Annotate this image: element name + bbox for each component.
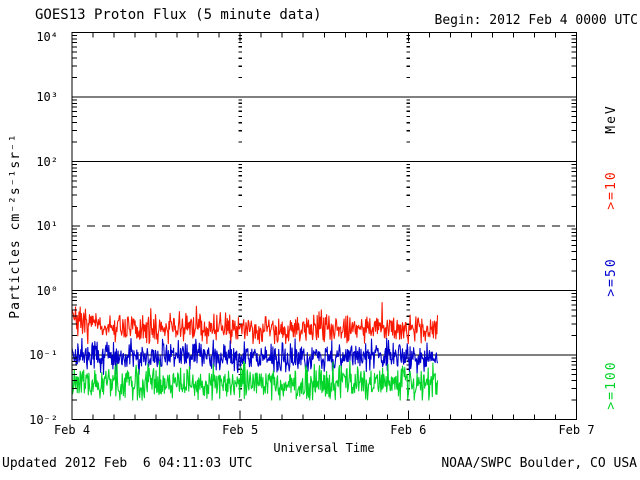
flux-series-ge50 — [71, 337, 439, 375]
begin-time-label: Begin: 2012 Feb 4 0000 UTC — [434, 13, 639, 28]
flux-series-ge100 — [71, 360, 439, 401]
flux-series-ge10 — [71, 302, 439, 345]
legend-label-ge50: >=50 — [604, 257, 619, 297]
axis-layer — [71, 32, 577, 420]
legend-label-ge10: >=10 — [604, 170, 619, 210]
y-tick-label: 10² — [36, 154, 58, 169]
x-axis-title: Universal Time — [273, 441, 375, 455]
y-tick-label: 10⁻¹ — [29, 348, 58, 362]
y-tick-label: 10⁴ — [36, 29, 58, 44]
x-tick-label: Feb 5 — [222, 423, 259, 437]
x-tick-label: Feb 6 — [390, 423, 427, 437]
y-tick-label: 10¹ — [36, 219, 58, 233]
x-tick-label: Feb 4 — [53, 423, 91, 437]
y-tick-label: 10³ — [36, 90, 58, 104]
legend-label-ge100: >=100 — [604, 360, 619, 410]
x-tick-label: Feb 7 — [558, 423, 595, 437]
y-tick-label: 10⁻² — [29, 412, 58, 427]
updated-timestamp: Updated 2012 Feb 6 04:11:03 UTC — [2, 456, 253, 471]
attribution: NOAA/SWPC Boulder, CO USA — [441, 456, 637, 471]
y-tick-label: 10⁰ — [36, 283, 58, 298]
chart-title: GOES13 Proton Flux (5 minute data) — [35, 7, 322, 23]
grid-layer — [72, 34, 577, 401]
series-layer — [71, 302, 439, 401]
